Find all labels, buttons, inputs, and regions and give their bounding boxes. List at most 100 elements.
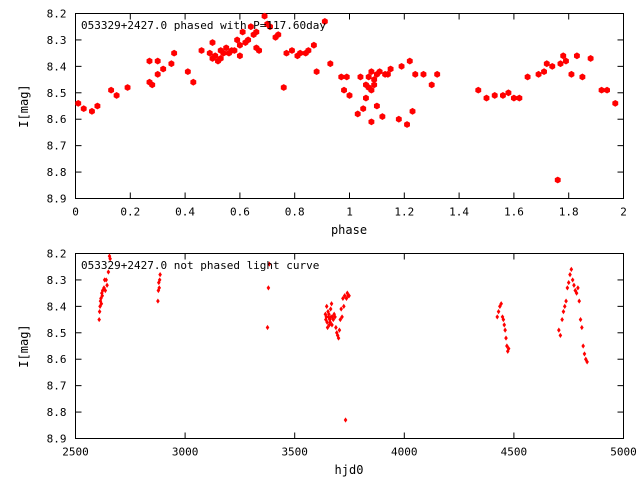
y-tick-label: 8.9	[47, 193, 67, 206]
data-point	[504, 335, 508, 341]
data-point	[330, 322, 334, 328]
data-point	[337, 327, 342, 333]
data-point	[524, 73, 531, 81]
data-point	[160, 65, 167, 73]
data-point	[502, 322, 507, 328]
y-tick-label: 8.6	[47, 113, 67, 126]
data-point	[560, 316, 564, 323]
data-point	[236, 41, 243, 49]
data-point	[345, 290, 350, 296]
data-point	[280, 84, 287, 91]
plot-frame	[75, 13, 624, 199]
y-tick-label: 8.4	[47, 300, 67, 313]
data-point	[266, 285, 271, 291]
data-point	[338, 73, 345, 81]
x-tick-label: 0.6	[230, 206, 250, 219]
data-point	[568, 70, 575, 78]
data-point	[340, 314, 344, 320]
data-point	[234, 36, 241, 44]
data-point	[406, 57, 413, 65]
data-point	[506, 346, 511, 352]
data-point	[80, 105, 87, 113]
data-point	[573, 287, 578, 294]
data-point	[157, 277, 162, 283]
y-tick-label: 8.7	[47, 380, 67, 393]
data-point	[483, 94, 490, 102]
data-point	[324, 314, 329, 320]
data-point	[325, 319, 329, 325]
data-point	[564, 298, 568, 304]
data-point	[578, 316, 583, 323]
data-point	[107, 253, 112, 259]
data-point	[404, 121, 410, 128]
data-point	[557, 327, 561, 333]
data-point	[569, 266, 574, 272]
data-point	[384, 70, 391, 78]
data-point	[267, 261, 272, 267]
data-point	[97, 309, 102, 315]
x-tick-label: 5000	[610, 446, 637, 459]
data-point	[108, 86, 115, 94]
data-point	[499, 301, 503, 307]
data-point	[209, 39, 216, 46]
data-point	[565, 285, 570, 291]
data-point	[326, 309, 330, 315]
x-tick-label: 2500	[62, 446, 89, 459]
data-point	[363, 94, 369, 102]
unphased-light-curve-panel: 2500 3000 3500 4000 4500 5000 8.2 8.3 8.4 8.5 8.6…	[17, 248, 637, 478]
x-tick-label: 1.8	[559, 206, 579, 219]
data-point	[343, 417, 348, 423]
data-point	[604, 86, 610, 94]
data-point	[354, 110, 361, 118]
data-point	[574, 290, 579, 296]
data-point	[334, 324, 338, 331]
data-point	[156, 279, 161, 286]
data-point	[360, 105, 367, 113]
data-point	[371, 76, 378, 83]
data-point	[217, 55, 224, 62]
data-point	[239, 28, 246, 36]
data-point	[579, 73, 586, 81]
data-point	[253, 28, 260, 36]
data-point	[289, 47, 295, 54]
y-tick-label: 8.8	[47, 166, 67, 179]
data-point	[102, 285, 106, 291]
data-point	[347, 293, 351, 299]
data-point	[231, 47, 238, 54]
data-point	[324, 303, 329, 309]
data-point	[324, 316, 328, 323]
y-tick-label: 8.5	[47, 87, 67, 100]
data-point	[327, 60, 334, 68]
data-points	[97, 253, 589, 423]
data-point	[562, 303, 567, 309]
data-point	[368, 86, 375, 94]
data-point	[171, 49, 178, 57]
y-tick-label: 8.2	[47, 8, 67, 21]
data-point	[412, 70, 419, 78]
data-point	[75, 99, 82, 107]
data-point	[325, 324, 330, 331]
x-tick-label: 1.2	[394, 206, 414, 219]
data-point	[560, 52, 567, 60]
data-point	[149, 81, 156, 89]
data-point	[297, 49, 304, 57]
data-point	[156, 298, 160, 304]
data-point	[108, 256, 112, 262]
x-axis-label: hjd0	[335, 463, 364, 477]
data-point	[577, 298, 582, 304]
data-point	[583, 356, 588, 362]
data-point	[563, 57, 569, 65]
y-axis-label: I[mag]	[17, 324, 31, 367]
data-point	[496, 309, 501, 315]
data-point	[549, 62, 556, 70]
data-point	[103, 287, 108, 294]
x-tick-label: 3500	[281, 446, 308, 459]
data-point	[99, 301, 104, 307]
y-tick-label: 8.5	[47, 327, 67, 340]
data-point	[335, 332, 340, 339]
data-point	[428, 81, 435, 89]
data-point	[247, 23, 254, 31]
data-point	[256, 47, 263, 54]
data-point	[500, 314, 505, 320]
data-point	[328, 306, 333, 312]
